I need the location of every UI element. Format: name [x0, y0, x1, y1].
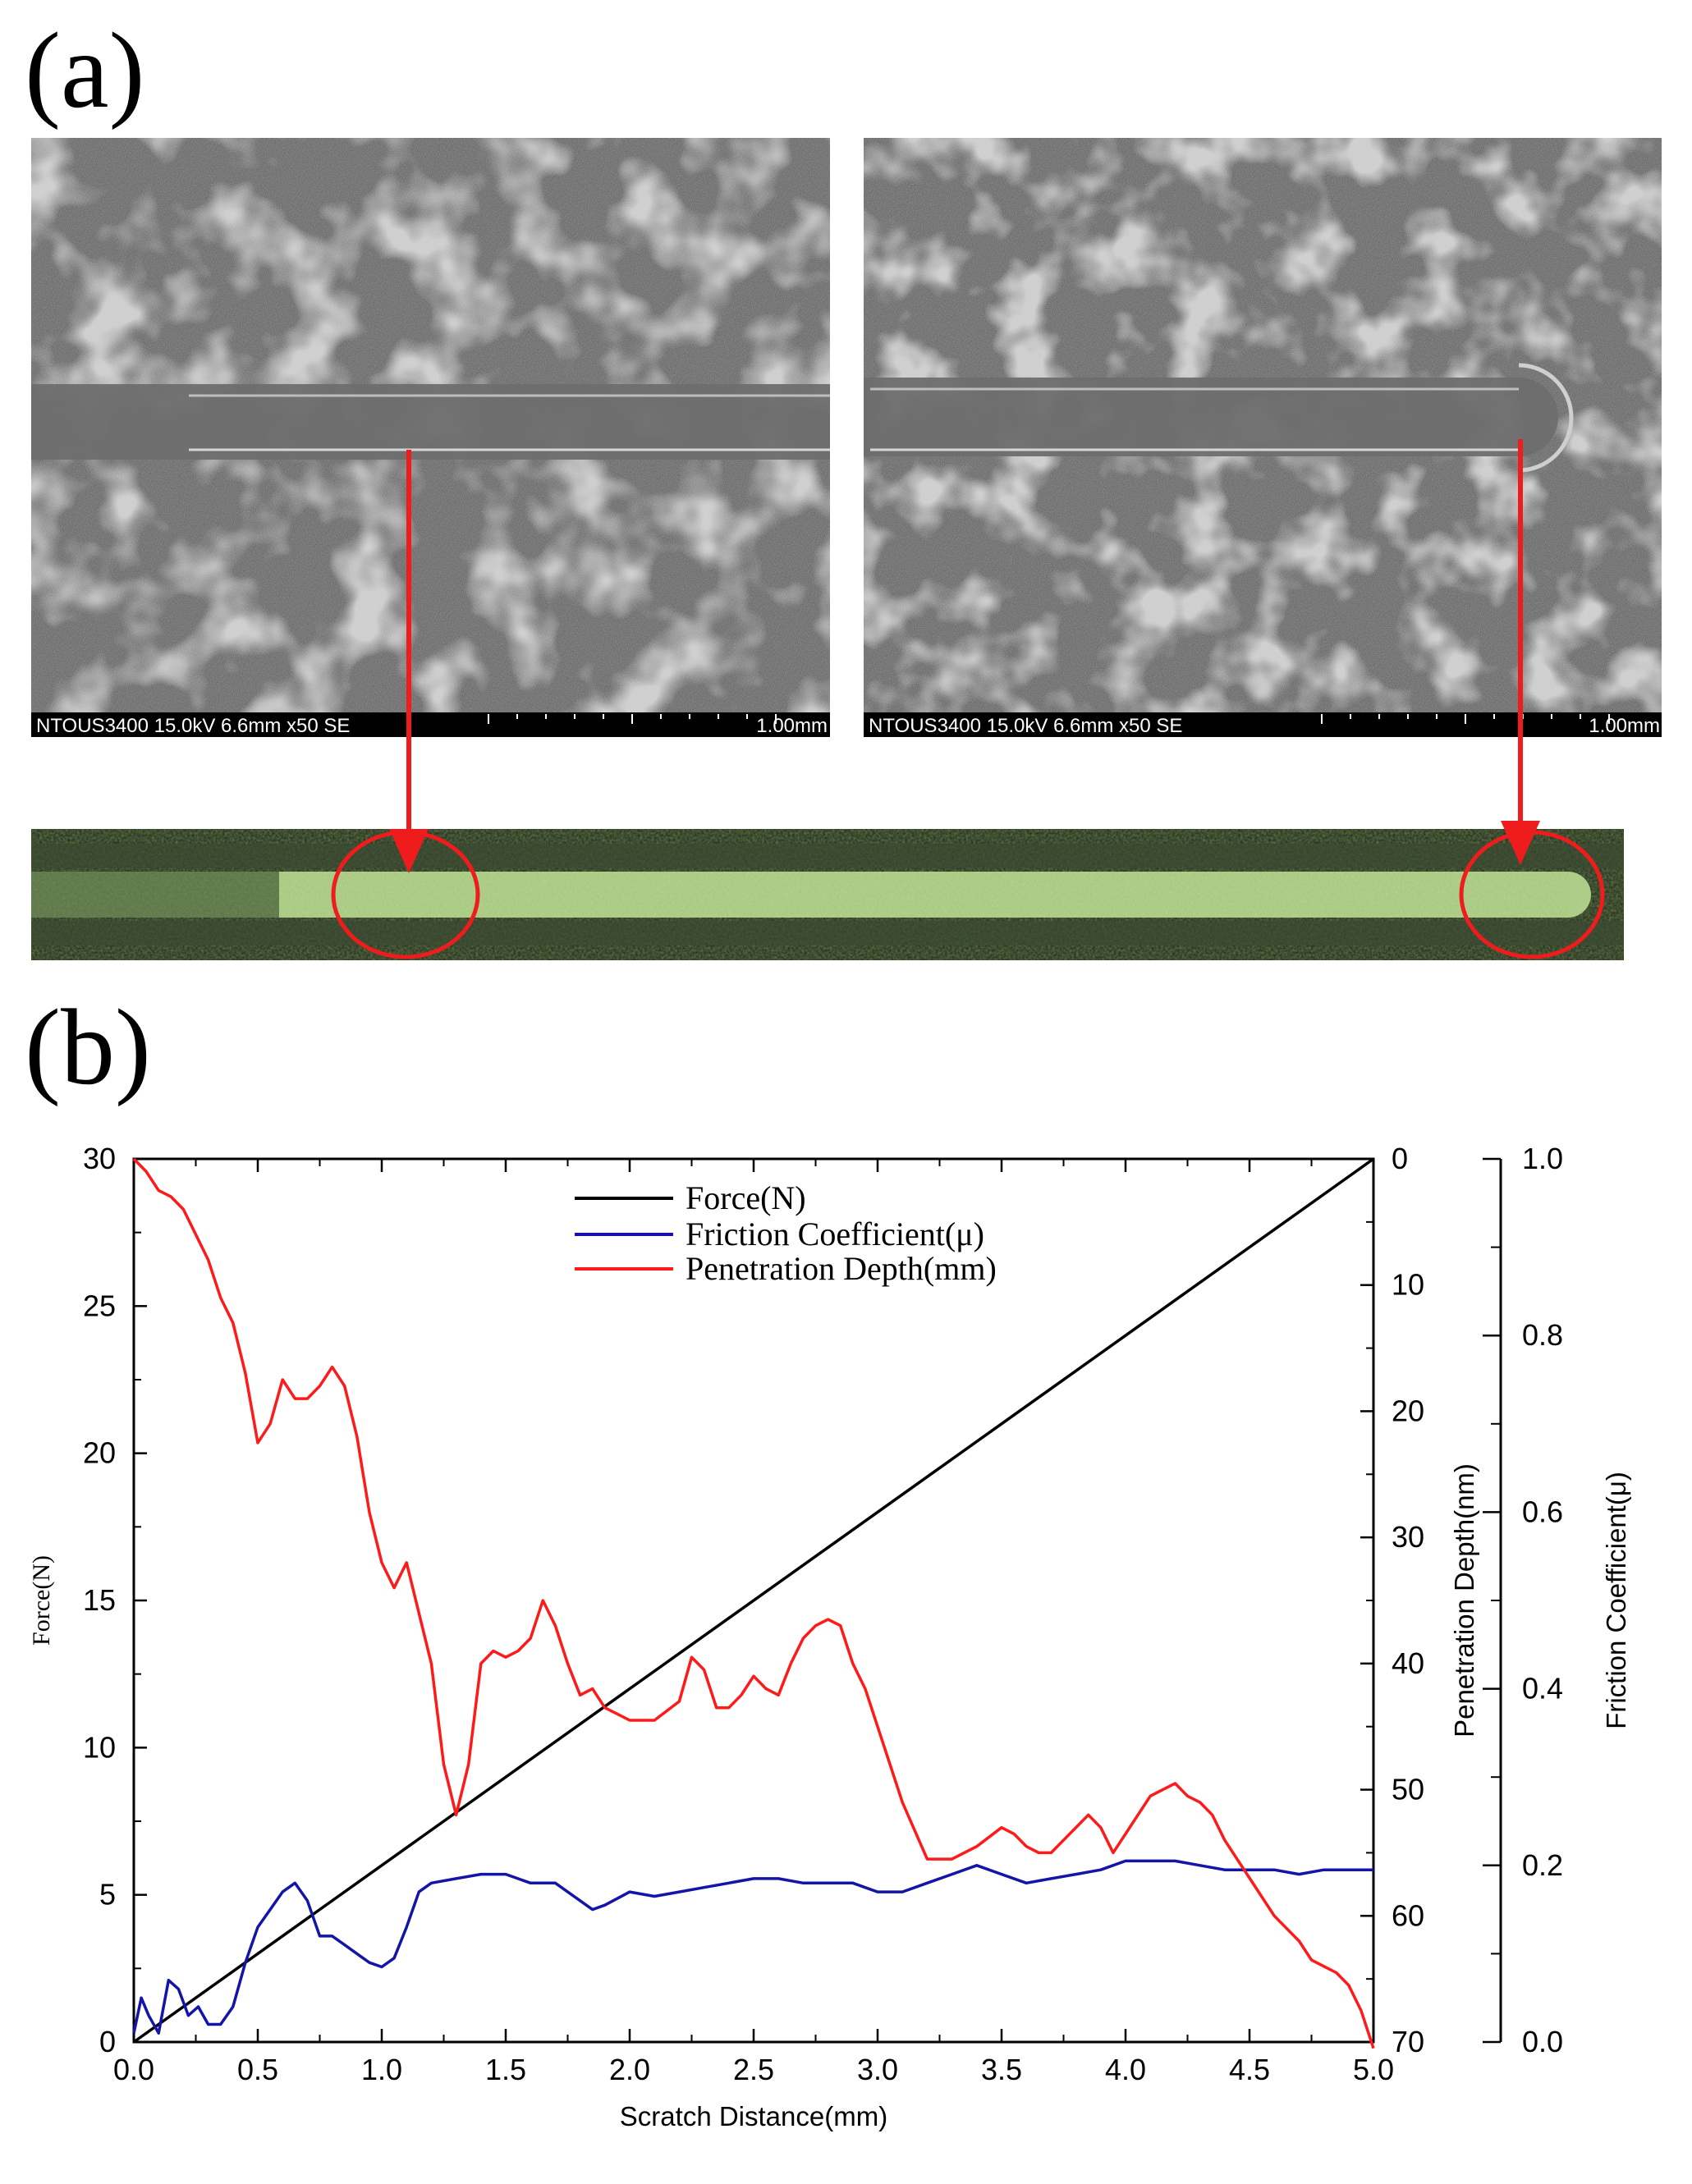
x-tick-label: 0.0 — [113, 2053, 154, 2086]
figure-a: NTOUS3400 15.0kV 6.6mm x50 SE 1.00mm NTO… — [31, 138, 1662, 960]
legend-depth-label: Penetration Depth(mm) — [686, 1250, 997, 1287]
x-tick-label: 3.5 — [981, 2053, 1022, 2086]
highlight-circle-left — [331, 830, 480, 959]
y-friction-tick-label: 0.8 — [1522, 1318, 1563, 1352]
x-tick-label: 3.0 — [857, 2053, 898, 2086]
y-depth-tick-label: 10 — [1392, 1268, 1424, 1302]
y-friction-tick-label: 0.4 — [1522, 1672, 1563, 1706]
y-friction-tick-label: 1.0 — [1522, 1142, 1563, 1175]
sem-scale-right: 1.00mm — [1589, 715, 1660, 737]
x-tick-label: 2.5 — [733, 2053, 774, 2086]
y-left-tick-label: 30 — [83, 1142, 116, 1175]
sem-caption-left: NTOUS3400 15.0kV 6.6mm x50 SE — [36, 715, 350, 737]
panel-a-label: (a) — [25, 10, 145, 130]
sem-caption-right: NTOUS3400 15.0kV 6.6mm x50 SE — [869, 715, 1182, 737]
y-depth-axis-title: Penetration Depth(nm) — [1449, 1463, 1479, 1738]
legend-friction-label: Friction Coefficient(μ) — [686, 1216, 984, 1252]
x-tick-label: 4.0 — [1105, 2053, 1146, 2086]
highlight-circle-right — [1459, 830, 1605, 959]
y-friction-axis-title: Friction Coefficient(μ) — [1601, 1472, 1631, 1729]
sem-image-right: NTOUS3400 15.0kV 6.6mm x50 SE 1.00mm — [864, 138, 1662, 737]
legend-force-label: Force(N) — [686, 1179, 806, 1216]
x-axis-title: Scratch Distance(mm) — [620, 2101, 887, 2131]
x-tick-label: 4.5 — [1229, 2053, 1270, 2086]
y-left-tick-label: 10 — [83, 1730, 116, 1764]
y-depth-tick-label: 0 — [1392, 1142, 1408, 1175]
y-left-tick-label: 0 — [99, 2025, 116, 2058]
sem-scale-left: 1.00mm — [756, 715, 828, 737]
y-left-tick-label: 15 — [83, 1583, 116, 1617]
x-tick-label: 0.5 — [237, 2053, 278, 2086]
y-left-axis-title: Force(N) — [28, 1555, 55, 1646]
y-left-tick-label: 20 — [83, 1436, 116, 1470]
scratch-groove-right — [864, 378, 1558, 456]
y-depth-tick-label: 50 — [1392, 1773, 1424, 1806]
optical-scratch-track — [31, 829, 1624, 960]
y-depth-tick-label: 30 — [1392, 1520, 1424, 1554]
y-depth-tick-label: 70 — [1392, 2025, 1424, 2058]
sem-image-left: NTOUS3400 15.0kV 6.6mm x50 SE 1.00mm — [31, 138, 830, 737]
annotation-arrows — [331, 439, 1605, 959]
panel-b-label: (b) — [25, 987, 151, 1107]
y-friction-tick-label: 0.0 — [1522, 2025, 1563, 2058]
y-depth-tick-label: 20 — [1392, 1394, 1424, 1427]
x-tick-label: 5.0 — [1353, 2053, 1394, 2086]
x-tick-label: 1.5 — [485, 2053, 526, 2086]
y-friction-tick-label: 0.2 — [1522, 1848, 1563, 1882]
friction-line — [132, 1859, 1373, 2035]
x-tick-label: 1.0 — [361, 2053, 402, 2086]
sem-scale-ticks-left — [488, 714, 777, 724]
y-depth-tick-label: 60 — [1392, 1898, 1424, 1932]
depth-line — [132, 1157, 1375, 2049]
x-tick-label: 2.0 — [609, 2053, 650, 2086]
scratch-test-chart: 0.0 0.5 1.0 1.5 2.0 2.5 3.0 3.5 4.0 4.5 5.0 0 5 10 15 2… — [28, 1142, 1631, 2131]
y-depth-tick-label: 40 — [1392, 1646, 1424, 1680]
force-line — [132, 1157, 1375, 2044]
y-left-tick-label: 5 — [99, 1878, 116, 1912]
y-friction-tick-label: 0.6 — [1522, 1495, 1563, 1528]
y-left-tick-label: 25 — [83, 1289, 116, 1322]
